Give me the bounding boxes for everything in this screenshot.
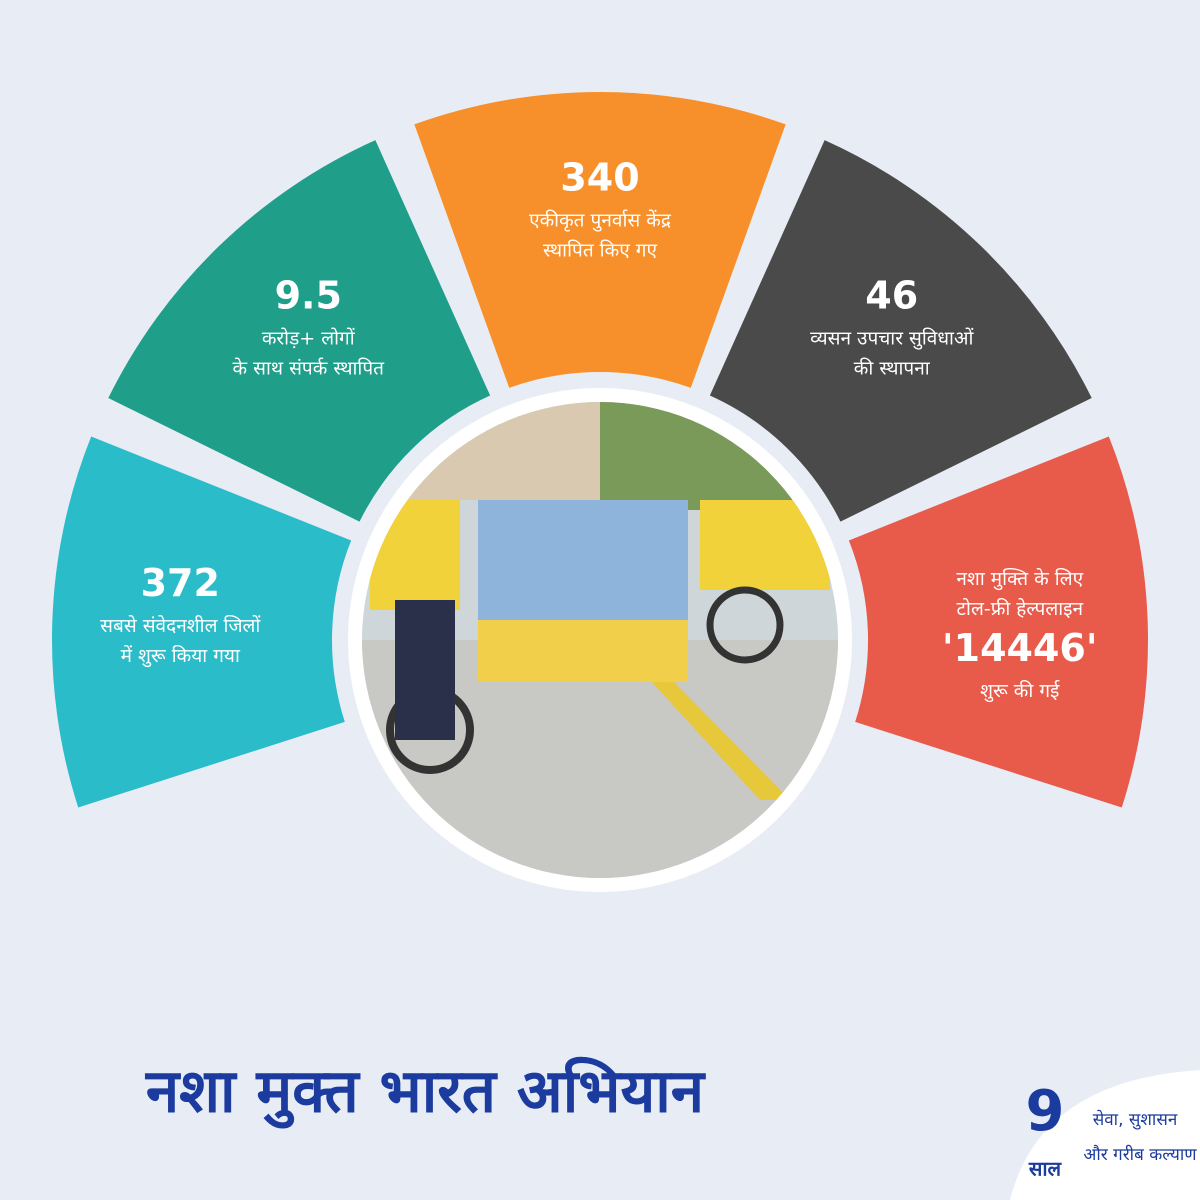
sector xyxy=(414,91,786,388)
stat-value: 372 xyxy=(141,561,220,605)
logo: 9 साल सेवा, सुशासन और गरीब कल्याण xyxy=(1010,1070,1200,1200)
stat-text: स्थापित किए गए xyxy=(543,239,657,262)
stat-text: शुरू की गई xyxy=(980,679,1060,703)
stat-value: '14446' xyxy=(942,626,1097,670)
stat-text: व्यसन उपचार सुविधाओं xyxy=(810,326,974,350)
logo-background xyxy=(1010,1070,1200,1200)
stat-text: नशा मुक्ति के लिए xyxy=(956,567,1083,591)
stat-text: सबसे संवेदनशील जिलों xyxy=(100,614,261,637)
logo-line: और गरीब कल्याण xyxy=(1083,1144,1197,1165)
logo-word: साल xyxy=(1028,1157,1063,1181)
sector xyxy=(848,436,1149,808)
stat-text: के साथ संपर्क स्थापित xyxy=(233,356,386,379)
sector xyxy=(709,140,1092,522)
sector xyxy=(51,436,352,808)
title: नशा मुक्त भारत अभियान xyxy=(145,1057,707,1130)
sector xyxy=(108,140,491,522)
stat-text: में शुरू किया गया xyxy=(121,644,241,668)
stat-text: की स्थापना xyxy=(854,356,931,379)
logo-line: सेवा, सुशासन xyxy=(1093,1109,1178,1130)
stat-text: करोड़+ लोगों xyxy=(262,326,356,349)
stat-text: एकीकृत पुनर्वास केंद्र xyxy=(529,209,672,233)
logo-number: 9 xyxy=(1026,1079,1065,1144)
stat-text: टोल-फ्री हेल्पलाइन xyxy=(956,597,1083,620)
sectors: 372 सबसे संवेदनशील जिलों में शुरू किया गया… xyxy=(51,91,1149,808)
stat-value: 340 xyxy=(560,156,639,200)
stat-value: 46 xyxy=(865,273,918,317)
stat-value: 9.5 xyxy=(275,273,342,317)
